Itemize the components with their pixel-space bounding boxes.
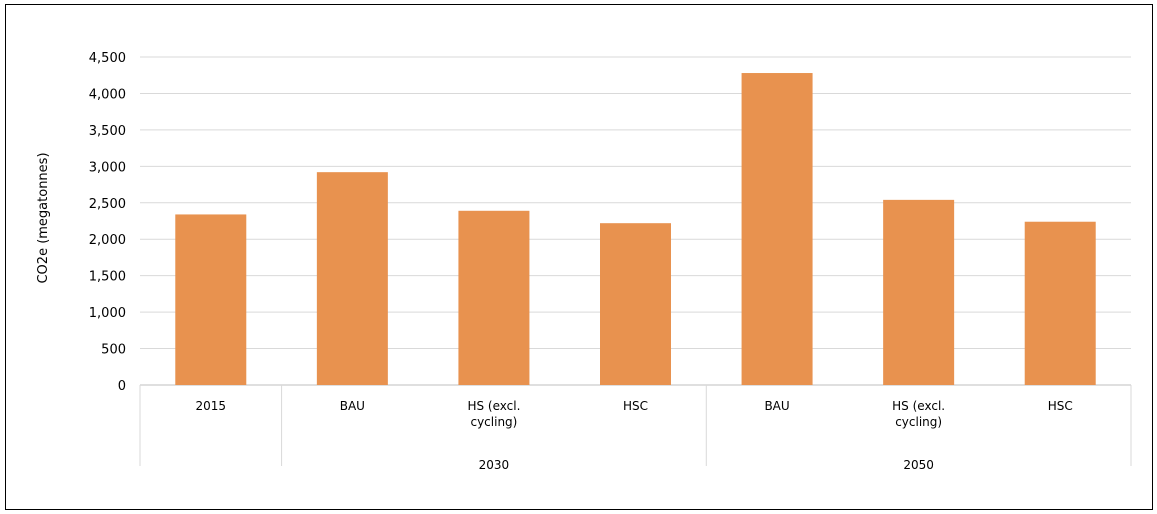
y-tick-label: 1,000 [89,306,126,321]
y-tick-label: 3,500 [89,124,126,139]
chart-frame: 2015 BAU HS (excl. cycling) HSC BAU HS (excl. c… [5,4,1153,510]
category-label: cycling) [470,415,517,429]
y-tick-label: 4,000 [89,87,126,102]
category-label: 2015 [196,399,227,413]
y-axis-ticks: 0 500 1,000 1,500 2,000 2,500 3,000 3,500 4,000 4… [89,51,126,394]
y-tick-label: 0 [118,379,126,394]
y-tick-label: 500 [101,343,126,358]
bars [175,73,1096,385]
category-label: BAU [764,399,789,413]
y-tick-label: 2,500 [89,197,126,212]
group-label: 2030 [479,458,510,472]
bar [458,210,530,385]
bar [316,172,388,385]
group-label: 2050 [903,458,934,472]
bar [883,199,955,385]
category-axis: 2015 BAU HS (excl. cycling) HSC BAU HS (excl. c… [139,385,1132,472]
category-label: HSC [623,399,648,413]
bar [600,223,671,385]
bar [175,214,247,385]
y-tick-label: 2,000 [89,233,126,248]
category-label: HSC [1048,399,1073,413]
y-tick-label: 4,500 [89,51,126,66]
category-label: HS (excl. [892,399,945,413]
bar-chart: 2015 BAU HS (excl. cycling) HSC BAU HS (excl. c… [36,51,1132,472]
category-label: HS (excl. [467,399,520,413]
bar [741,73,813,385]
category-label: BAU [340,399,365,413]
category-label: cycling) [895,415,942,429]
y-tick-label: 3,000 [89,160,126,175]
y-axis-title: CO2e (megatonnes) [36,152,51,283]
y-tick-label: 1,500 [89,270,126,285]
bar [1024,221,1096,385]
